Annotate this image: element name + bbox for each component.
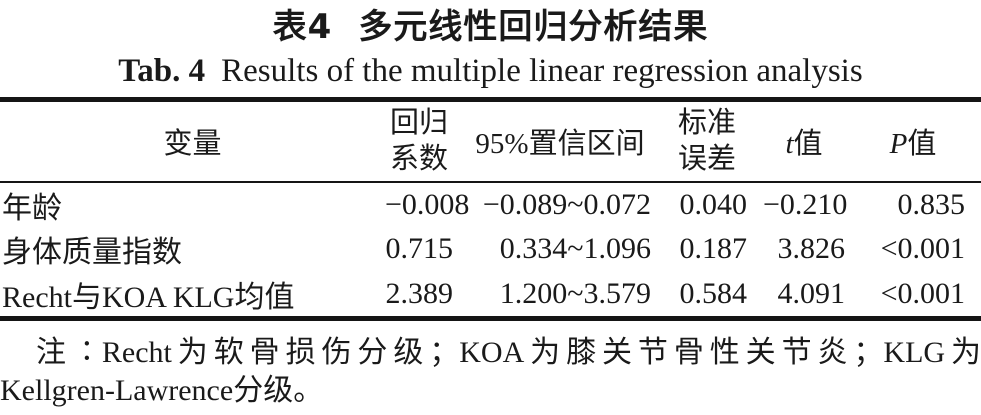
cell-confidence-interval: −0.089~0.072 [482, 187, 651, 221]
table-title-chinese: 表4 多元线性回归分析结果 [0, 5, 981, 49]
col-header-p-value: P值 [889, 128, 937, 161]
table-title-english: Tab. 4 Results of the multiple linear reg… [0, 49, 981, 94]
table-number-chinese: 表4 [272, 7, 333, 47]
col-header-standard-error: 标准 误差 [677, 107, 736, 176]
table-footnote: 注∶Recht为软骨损伤分级；KOA为膝关节骨性关节炎；KLG为 Kellgre… [0, 334, 981, 410]
cell-p-value: 0.835 [897, 187, 966, 221]
table-number-english: Tab. 4 [118, 53, 206, 89]
paper-table-figure: 表4 多元线性回归分析结果 Tab. 4 Results of the multip… [0, 5, 981, 415]
cell-p-value: <0.001 [880, 276, 965, 310]
cell-coefficient: 2.389 [385, 276, 454, 310]
cell-standard-error: 0.040 [679, 187, 748, 221]
table-title-english-text: Results of the multiple linear regressio… [221, 53, 863, 89]
cell-standard-error: 0.584 [679, 276, 748, 310]
col-header-coefficient: 回归 系数 [389, 107, 448, 176]
table-row-age: 年龄 −0.008 −0.089~0.072 0.040 −0.210 0.83… [0, 182, 981, 227]
cell-t-value: 3.826 [777, 232, 846, 265]
table-title-chinese-text: 多元线性回归分析结果 [358, 7, 709, 47]
cell-standard-error: 0.187 [679, 232, 748, 265]
table-header-row: 变量 回归 系数 95%置信区间 标准 误差 t值 P值 [0, 100, 981, 182]
col-header-variable: 变量 [163, 128, 222, 161]
cell-coefficient: −0.008 [385, 187, 470, 221]
table-row-bmi: 身体质量指数 0.715 0.334~1.096 0.187 3.826 <0.… [0, 227, 981, 272]
cell-t-value: −0.210 [763, 187, 848, 221]
cell-variable: 年龄 [2, 191, 62, 225]
col-header-confidence-interval: 95%置信区间 [475, 128, 645, 161]
cell-t-value: 4.091 [777, 276, 846, 310]
cell-variable: 身体质量指数 [2, 236, 182, 269]
footnote-line-1: 注∶Recht为软骨损伤分级；KOA为膝关节骨性关节炎；KLG为 [36, 335, 981, 369]
cell-confidence-interval: 1.200~3.579 [499, 276, 651, 310]
table-row-recht-koa-klg: Recht与KOA KLG均值 2.389 1.200~3.579 0.584 … [0, 272, 981, 319]
cell-confidence-interval: 0.334~1.096 [499, 232, 651, 265]
col-header-t-value: t值 [785, 128, 823, 161]
cell-coefficient: 0.715 [385, 232, 454, 265]
regression-results-table: 变量 回归 系数 95%置信区间 标准 误差 t值 P值 [0, 97, 981, 321]
footnote-line-2: Kellgren-Lawrence分级。 [0, 373, 324, 407]
cell-variable: Recht与KOA KLG均值 [2, 280, 295, 314]
cell-p-value: <0.001 [880, 232, 965, 265]
